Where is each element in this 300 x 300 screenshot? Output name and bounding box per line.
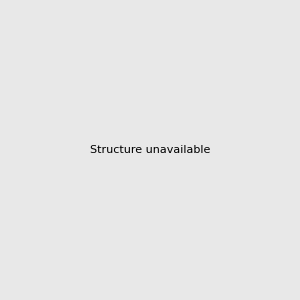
Text: Structure unavailable: Structure unavailable: [90, 145, 210, 155]
